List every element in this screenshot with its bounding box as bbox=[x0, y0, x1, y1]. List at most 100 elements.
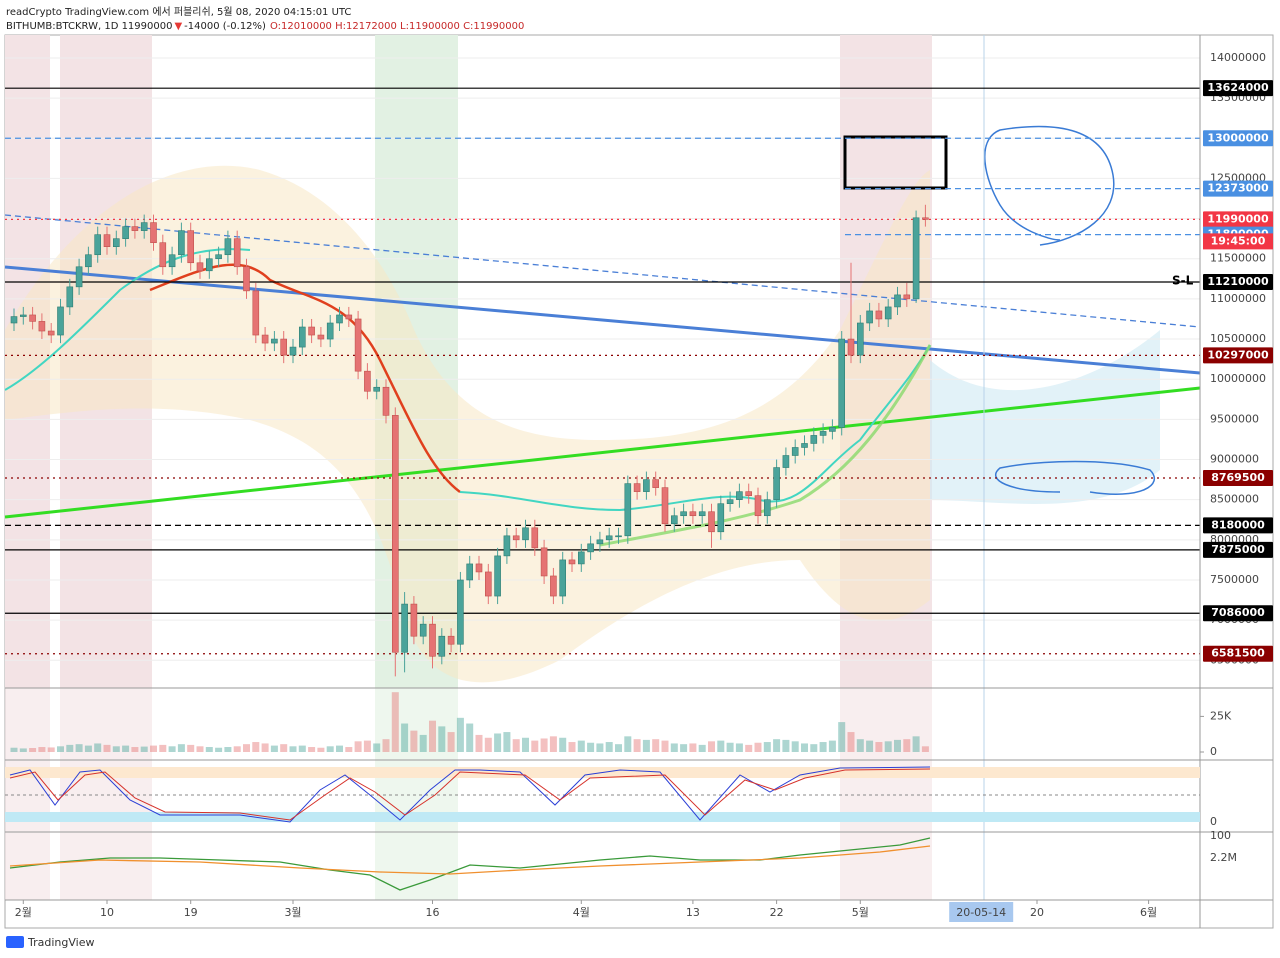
candle-body bbox=[596, 539, 604, 545]
price-badge bbox=[1203, 470, 1273, 487]
band bbox=[840, 688, 932, 900]
candle-body bbox=[252, 290, 260, 336]
volume-bar bbox=[196, 746, 204, 752]
volume-bar bbox=[903, 739, 911, 752]
candle-body bbox=[894, 294, 901, 308]
price-badge bbox=[1203, 541, 1273, 558]
trend-line bbox=[4, 214, 1201, 328]
volume-bar bbox=[912, 736, 920, 752]
stoch-tick: 100 bbox=[1210, 829, 1231, 842]
y-tick-label: 11500000 bbox=[1210, 252, 1266, 265]
candle-body bbox=[122, 226, 129, 239]
obv-tick: 2.2M bbox=[1210, 851, 1237, 864]
candle-body bbox=[85, 254, 92, 268]
change-arrow: ▼ bbox=[174, 21, 182, 32]
volume-bar bbox=[29, 748, 37, 752]
volume-bar bbox=[140, 746, 148, 752]
candle-body bbox=[196, 262, 204, 272]
candle-body bbox=[391, 415, 399, 653]
candle-body bbox=[298, 326, 306, 348]
price-badge bbox=[1203, 211, 1273, 228]
volume-bar bbox=[559, 737, 567, 752]
candle-body bbox=[206, 258, 213, 272]
candle-body bbox=[717, 503, 725, 533]
volume-bar bbox=[568, 742, 576, 752]
volume-bar bbox=[670, 743, 678, 752]
candle-body bbox=[317, 334, 325, 340]
volume-bar bbox=[122, 745, 130, 752]
obv-line bbox=[9, 837, 931, 891]
candle-body bbox=[364, 370, 371, 392]
candle-body bbox=[745, 491, 753, 496]
candle-body bbox=[38, 321, 46, 332]
volume-bar bbox=[605, 742, 613, 752]
candle-body bbox=[652, 479, 660, 488]
candle-body bbox=[782, 455, 790, 468]
volume-bar bbox=[401, 723, 409, 752]
volume-bar bbox=[10, 747, 18, 752]
candle-body bbox=[66, 286, 74, 308]
candle-body bbox=[884, 306, 892, 320]
volume-bar bbox=[596, 743, 604, 752]
volume-bar bbox=[745, 744, 753, 752]
volume-bar bbox=[847, 732, 855, 752]
candle-body bbox=[410, 603, 418, 637]
price-badge-label: 7875000 bbox=[1211, 543, 1265, 556]
candle-body bbox=[550, 575, 557, 597]
candle-body bbox=[326, 322, 334, 340]
logo bbox=[6, 936, 24, 948]
candle-body bbox=[503, 535, 511, 557]
candle-body bbox=[531, 527, 539, 549]
volume-bar bbox=[94, 743, 102, 752]
candle-body bbox=[47, 330, 55, 336]
candle-body bbox=[540, 547, 548, 577]
y-tick-label: 14000000 bbox=[1210, 51, 1266, 64]
price-badge-label: 8180000 bbox=[1211, 518, 1265, 531]
candle-body bbox=[922, 217, 929, 220]
volume-bar bbox=[782, 739, 790, 752]
volume-bar bbox=[763, 742, 771, 752]
volume-tick-label: 0 bbox=[1210, 745, 1217, 758]
volume-bar bbox=[577, 740, 585, 752]
volume-bar bbox=[363, 740, 371, 752]
stoch-tick: 0 bbox=[1210, 815, 1217, 828]
candle-body bbox=[280, 338, 288, 356]
volume-bar bbox=[587, 742, 595, 752]
volume-bar bbox=[856, 739, 864, 752]
volume-bar bbox=[680, 744, 688, 752]
candle-body bbox=[178, 230, 185, 256]
volume-bar bbox=[726, 742, 734, 752]
volume-bar bbox=[187, 744, 195, 752]
cursor-date-badge bbox=[949, 902, 1014, 922]
volume-bar bbox=[326, 746, 334, 752]
volume-bar bbox=[624, 736, 632, 752]
candle-body bbox=[57, 306, 64, 336]
volume-bar bbox=[875, 742, 883, 752]
volume-bar bbox=[615, 744, 622, 752]
candle-body bbox=[345, 314, 353, 320]
candle-body bbox=[661, 487, 669, 525]
y-tick-label: 9500000 bbox=[1210, 412, 1259, 425]
price-badge-label: 12373000 bbox=[1207, 182, 1269, 195]
volume-bar bbox=[522, 737, 529, 752]
volume-bar bbox=[150, 745, 157, 752]
volume-bar bbox=[66, 744, 74, 752]
volume-bar bbox=[215, 747, 223, 752]
candle-body bbox=[512, 535, 520, 541]
candle-body bbox=[577, 551, 585, 565]
candle-body bbox=[447, 635, 455, 645]
volume-bar bbox=[345, 747, 353, 752]
header-title: readCrypto TradingView.com 에서 퍼블리쉬, 5월 0… bbox=[6, 6, 351, 18]
volume-bar bbox=[810, 744, 818, 752]
volume-bar bbox=[419, 734, 427, 752]
candle-body bbox=[336, 314, 343, 324]
volume-bar bbox=[233, 746, 241, 752]
candle-body bbox=[698, 511, 706, 517]
candle-body bbox=[791, 447, 799, 456]
volume-bar bbox=[661, 740, 669, 752]
candle-body bbox=[466, 563, 474, 581]
candle-body bbox=[633, 483, 641, 492]
x-tick-label: 6월 bbox=[1140, 906, 1157, 919]
candle-body bbox=[903, 294, 911, 300]
volume-bar bbox=[475, 734, 483, 752]
